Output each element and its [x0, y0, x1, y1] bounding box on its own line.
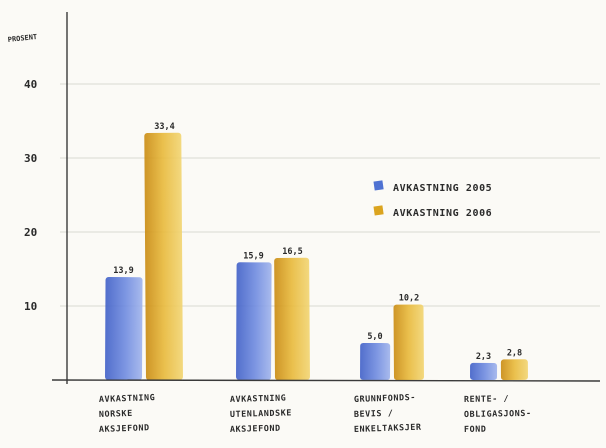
- category-label-4-line-2: OBLIGASJONS-: [464, 408, 532, 419]
- category-label-3-line-2: BEVIS /: [354, 408, 394, 419]
- y-tick-label-40: 40: [24, 78, 37, 91]
- legend-swatch-2005: [373, 180, 384, 191]
- y-tick-label-30: 30: [24, 152, 37, 165]
- category-label-1-line-2: NORSKE: [99, 408, 133, 419]
- gridlines: [60, 83, 600, 307]
- category-label-4-line-1: RENTE- /: [464, 393, 509, 404]
- bar-2005-2: [236, 262, 272, 381]
- category-label-2-line-2: UTENLANDSKE: [230, 407, 292, 419]
- bar-2006-2: [274, 257, 310, 381]
- y-tick-labels: 10 20 30 40: [24, 78, 37, 313]
- bar-2006-3: [393, 304, 424, 381]
- legend-label-2006: AVKASTNING 2006: [393, 208, 492, 219]
- value-label-2006-2: 16,5: [282, 247, 302, 257]
- legend: AVKASTNING 2005 AVKASTNING 2006: [373, 180, 492, 219]
- value-label-2005-1: 13,9: [113, 266, 133, 276]
- category-label-3-line-1: GRUNNFONDS-: [354, 392, 416, 404]
- category-label-1-line-3: AKSJEFOND: [99, 422, 150, 434]
- legend-label-2005: AVKASTNING 2005: [393, 183, 492, 194]
- y-tick-label-10: 10: [24, 300, 37, 313]
- value-label-2006-1: 33,4: [154, 122, 174, 132]
- bar-2006-4: [500, 359, 528, 381]
- bars: [105, 132, 528, 381]
- category-label-2-line-1: AVKASTNING: [230, 393, 287, 404]
- category-label-2-line-3: AKSJEFOND: [230, 423, 281, 434]
- value-label-2005-4: 2,3: [476, 352, 491, 362]
- value-label-2005-3: 5,0: [367, 332, 382, 342]
- category-label-3-line-3: ENKELTAKSJER: [354, 422, 422, 434]
- category-label-1-line-1: AVKASTNING: [99, 392, 156, 404]
- bar-2005-3: [360, 342, 391, 381]
- value-label-2005-2: 15,9: [243, 251, 263, 261]
- bar-2006-1: [144, 132, 183, 381]
- y-tick-label-20: 20: [24, 226, 37, 239]
- bar-2005-4: [470, 362, 498, 381]
- value-label-2006-4: 2,8: [507, 348, 522, 358]
- category-labels: AVKASTNING NORSKE AKSJEFOND AVKASTNING UTENL…: [99, 392, 532, 434]
- bar-2005-1: [105, 277, 143, 381]
- legend-swatch-2006: [373, 205, 384, 216]
- category-label-4-line-3: FOND: [464, 424, 487, 434]
- value-label-2006-3: 10,2: [399, 294, 419, 304]
- x-axis-line: [51, 379, 601, 382]
- bar-value-labels: 13,9 15,9 5,0 2,3 33,4 16,5 10,2 2,8: [113, 122, 522, 362]
- y-axis-label: PROSENT: [7, 33, 37, 44]
